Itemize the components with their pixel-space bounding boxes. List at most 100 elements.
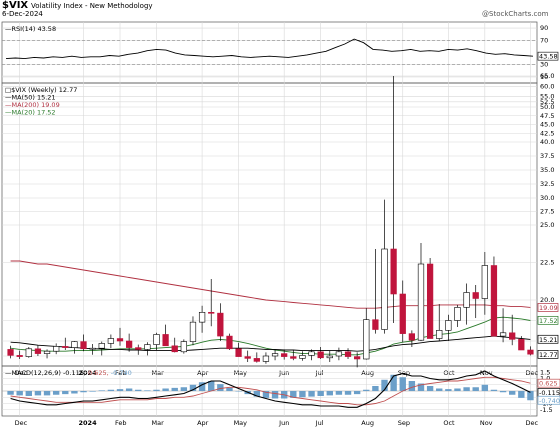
price-legend-item: —MA(200) 19.09 bbox=[5, 101, 60, 109]
price-x-tick-label: Aug bbox=[361, 369, 374, 377]
macd-histogram-bar bbox=[381, 379, 388, 391]
candle-down bbox=[372, 319, 379, 330]
macd-y-tick-label: 1.0 bbox=[540, 375, 550, 383]
candle-up bbox=[417, 263, 425, 341]
candle-up bbox=[189, 321, 197, 342]
candle-down bbox=[518, 339, 525, 351]
candle-up bbox=[198, 311, 206, 323]
macd-y-tick-label: 1.5 bbox=[540, 368, 550, 376]
price-x-tick-label: Dec bbox=[15, 369, 28, 377]
macd-histogram-bar bbox=[262, 391, 270, 398]
price-y-tick-label: 42.5 bbox=[540, 129, 554, 137]
price-y-tick-label: 52.5 bbox=[540, 98, 554, 106]
price-y-tick-label: 32.5 bbox=[540, 180, 554, 188]
macd-histogram-bar bbox=[326, 391, 333, 396]
candle-down bbox=[281, 353, 288, 357]
candle-down bbox=[135, 347, 142, 350]
price-value-tag: 15.21 bbox=[539, 336, 558, 344]
candle-down bbox=[344, 351, 352, 357]
candle-down bbox=[290, 356, 297, 359]
candle-up bbox=[381, 248, 388, 330]
macd-histogram-bar bbox=[171, 387, 178, 391]
macd-histogram-bar bbox=[52, 391, 60, 395]
macd-histogram-bar bbox=[180, 387, 188, 391]
macd-x-tick-label: May bbox=[234, 419, 248, 427]
macd-histogram-bar bbox=[527, 391, 534, 401]
price-y-tick-label: 37.5 bbox=[540, 152, 554, 160]
macd-histogram-bar bbox=[16, 391, 23, 396]
macd-x-tick-label: Sep bbox=[398, 419, 410, 427]
candle-up bbox=[71, 341, 78, 348]
price-value-tag: 17.52 bbox=[539, 317, 558, 325]
candle-up bbox=[262, 355, 270, 362]
macd-histogram-bar bbox=[317, 391, 324, 396]
price-x-tick-label: 2024 bbox=[79, 369, 98, 377]
macd-histogram-bar bbox=[71, 391, 78, 394]
chart-subtitle: Volatility Index - New Methodology bbox=[31, 2, 153, 10]
candle-down bbox=[16, 355, 23, 357]
macd-histogram-bar bbox=[116, 389, 124, 391]
macd-histogram-bar bbox=[472, 387, 479, 391]
macd-histogram-bar bbox=[417, 383, 425, 391]
candle-down bbox=[62, 346, 69, 348]
price-legend-item: □$VIX (Weekly) 12.77 bbox=[5, 86, 77, 94]
macd-legend-value: 0.625, bbox=[88, 369, 111, 377]
chart-title: $VIX bbox=[2, 0, 29, 11]
macd-legend-value: -0.115, bbox=[63, 369, 88, 377]
candle-down bbox=[509, 332, 516, 340]
price-value-tag-box bbox=[537, 350, 559, 359]
macd-histogram-bar bbox=[98, 390, 105, 391]
ma50-line bbox=[10, 335, 531, 352]
macd-histogram-bar bbox=[135, 389, 142, 391]
price-value-tag-box bbox=[537, 303, 559, 312]
macd-histogram-bar bbox=[454, 388, 461, 391]
price-x-tick-label: Mar bbox=[151, 369, 164, 377]
candle-up bbox=[463, 292, 470, 308]
price-panel-frame bbox=[1, 82, 538, 367]
stockcharts-credit: @StockCharts.com bbox=[482, 10, 549, 18]
candle-down bbox=[253, 358, 260, 362]
rsi-last-value: 43.58 bbox=[539, 53, 558, 61]
candle-up bbox=[454, 307, 461, 321]
price-x-tick-label: Feb bbox=[115, 369, 127, 377]
candle-down bbox=[408, 333, 415, 341]
candle-up bbox=[271, 353, 279, 357]
candle-down bbox=[80, 341, 87, 350]
candle-up bbox=[89, 347, 96, 350]
macd-value-tag-box bbox=[537, 395, 560, 405]
macd-histogram-bar bbox=[372, 386, 379, 391]
candle-down bbox=[317, 351, 324, 359]
price-y-tick-label: 22.5 bbox=[540, 259, 554, 267]
price-x-tick-label: Apr bbox=[197, 369, 209, 377]
macd-x-tick-label: Oct bbox=[443, 419, 455, 427]
candle-down bbox=[527, 349, 534, 355]
macd-histogram-bar bbox=[226, 387, 233, 391]
price-y-tick-label: 50.0 bbox=[540, 103, 554, 111]
price-value-tag: 19.09 bbox=[539, 304, 558, 312]
macd-histogram-bar bbox=[80, 391, 87, 393]
price-x-tick-label: Sep bbox=[398, 369, 410, 377]
price-legend-item: —MA(20) 17.52 bbox=[5, 109, 56, 117]
macd-histogram-bar bbox=[344, 391, 352, 395]
ma200-line bbox=[10, 260, 531, 309]
macd-value-tag-box bbox=[537, 378, 560, 388]
macd-histogram-bar bbox=[509, 391, 516, 395]
macd-histogram-bar bbox=[363, 389, 370, 391]
candle-up bbox=[499, 332, 507, 337]
candle-up bbox=[144, 344, 151, 350]
candle-up bbox=[436, 330, 443, 339]
price-y-tick-label: 30.0 bbox=[540, 194, 554, 202]
candle-up bbox=[43, 350, 51, 354]
candle-down bbox=[399, 293, 406, 334]
rsi-legend: —RSI(14) 43.58 bbox=[5, 25, 56, 33]
macd-signal-line bbox=[10, 376, 531, 406]
price-y-tick-label: 60.0 bbox=[540, 82, 554, 90]
price-legend-item: —MA(50) 15.21 bbox=[5, 94, 56, 102]
candle-down bbox=[426, 263, 434, 339]
macd-histogram-bar bbox=[299, 391, 306, 398]
macd-histogram-bar bbox=[426, 386, 434, 391]
macd-x-tick-label: Aug bbox=[361, 419, 374, 427]
macd-histogram-bar bbox=[271, 391, 279, 399]
macd-value-tag: -0.740 bbox=[539, 397, 560, 405]
